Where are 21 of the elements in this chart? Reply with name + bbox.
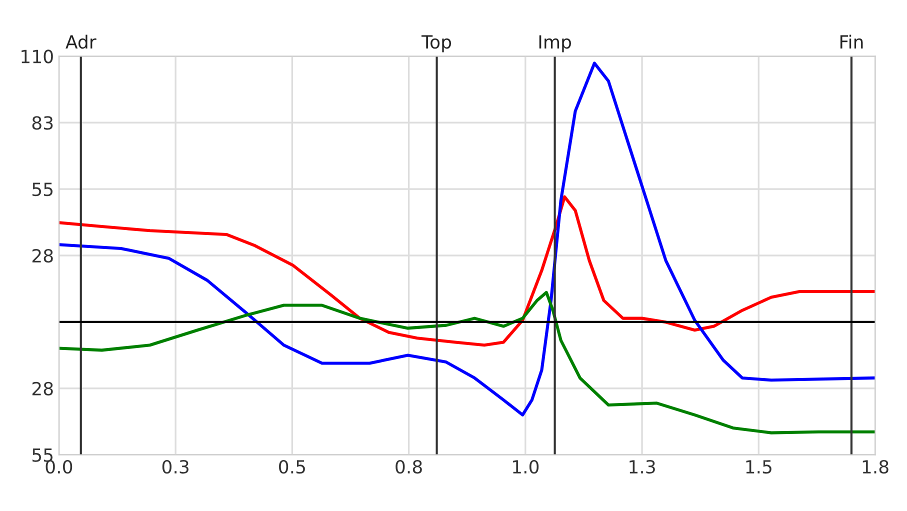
- x-tick-label: 1.3: [630, 460, 655, 474]
- ref-line-label: Adr: [66, 34, 96, 49]
- line-series: [58, 290, 875, 434]
- line-series: [58, 195, 875, 347]
- y-tick-label: 110: [22, 50, 53, 64]
- x-tick-label: 0.8: [396, 460, 422, 474]
- x-tick-label: 0.3: [162, 460, 188, 474]
- x-tick-label: 1.5: [746, 460, 772, 474]
- ref-line-label: Top: [421, 35, 452, 52]
- x-tick-label: 0.5: [279, 460, 305, 474]
- y-tick-label: 55: [32, 182, 53, 196]
- x-tick-label: 1.8: [862, 460, 888, 474]
- ref-line-label: Imp: [539, 35, 571, 52]
- y-tick-label: 28: [32, 248, 53, 263]
- y-tick-label: 55: [32, 448, 53, 462]
- x-tick-label: 0.0: [46, 460, 72, 474]
- ref-line-label: Fin: [840, 34, 863, 48]
- x-tick-label: 1.0: [513, 460, 539, 474]
- line-series: [58, 62, 875, 416]
- y-tick-label: 28: [32, 382, 53, 396]
- y-tick-label: 83: [32, 116, 53, 130]
